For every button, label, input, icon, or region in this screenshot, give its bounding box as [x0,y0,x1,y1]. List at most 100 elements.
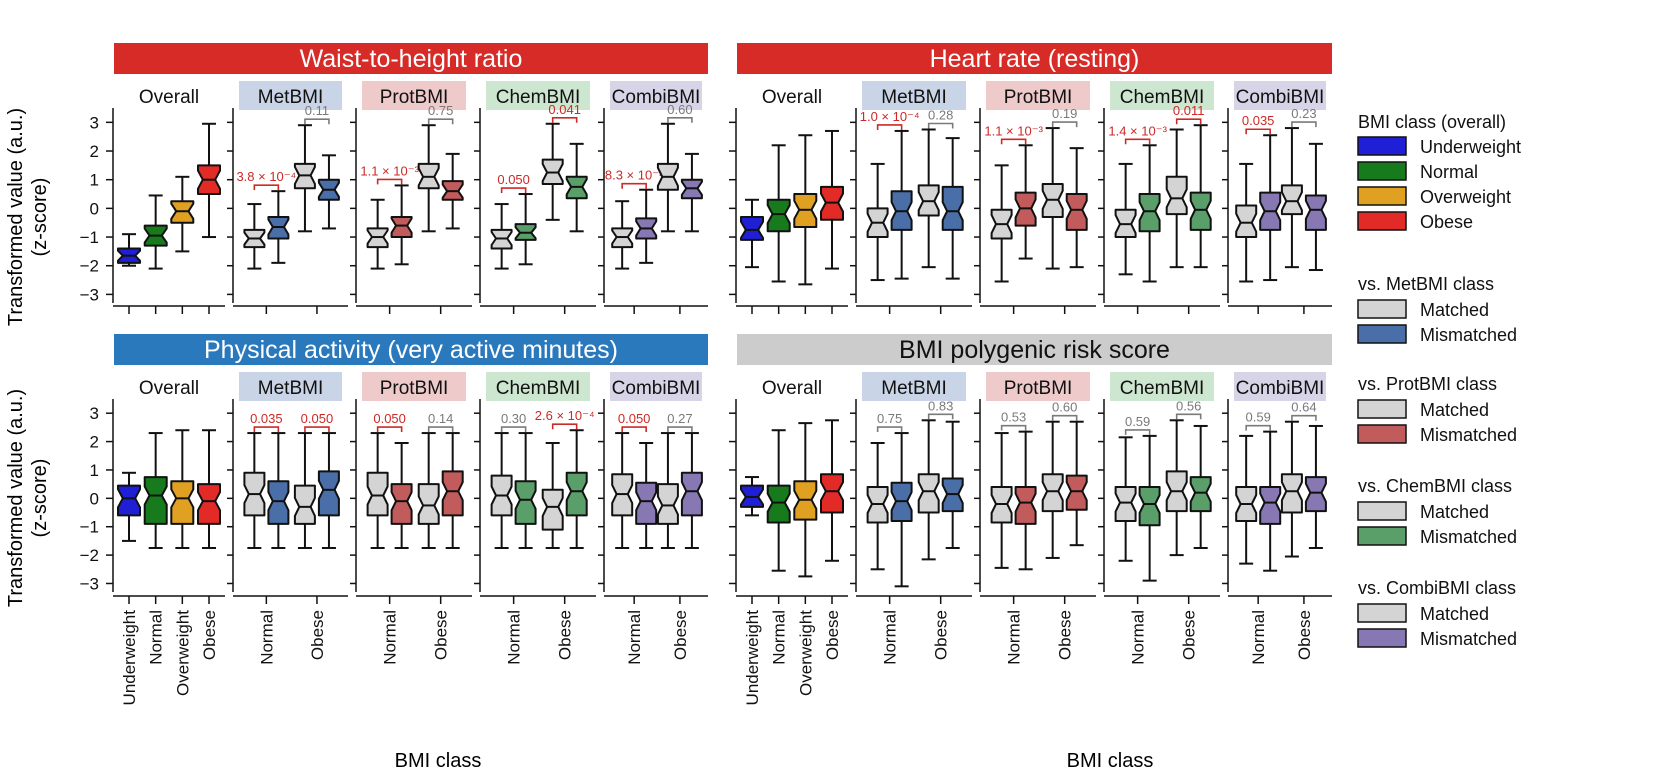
met-group1-matched-box [293,484,316,525]
panel-title-chem: ChemBMI [1120,87,1204,108]
chart-title: Physical activity (very active minutes) [204,336,618,364]
x-tick-label--2.45: Normal [1005,610,1024,665]
p-value-label: 0.75 [877,411,902,426]
p-value-bracket [927,413,954,420]
legend-swatch-matched [1357,603,1407,623]
title-banner [114,43,708,74]
p-value-label: 0.19 [1052,106,1077,121]
p-value-label: 3.8 × 10⁻⁴ [236,169,296,184]
title-banner [114,334,708,365]
chart-title: Waist-to-height ratio [300,45,523,73]
panel-title-met: MetBMI [881,378,946,399]
panel-title-bg-combi [1234,81,1326,110]
overall-box-overweight-box [170,480,195,525]
combi-group1-matched-box [1280,473,1303,514]
p-value-label: 0.041 [548,102,581,117]
x-axis-titles: BMI class BMI class [395,750,1154,772]
legend-swatch-overweight [1357,186,1407,206]
p-value-bracket [1051,121,1078,128]
p-value-label: 0.11 [305,103,329,118]
p-value-bracket [876,124,903,130]
panel-title-bg-met [862,372,966,401]
legend-item-mismatched: Mismatched [1420,325,1517,345]
overall-box-normal-box [766,198,791,233]
panel-title-bg-combi [1234,372,1326,401]
chart-0: Waist-to-height ratio Overall 3 2 1 0 −1 −2 −3 Me… [80,43,708,314]
p-value-bracket [1051,414,1078,421]
panel-title-overall: Overall [762,378,822,399]
prot-group0-mismatched-box [1014,486,1037,525]
p-value-bracket [621,182,647,189]
panel-title-bg-chem [1110,81,1214,110]
legend: BMI class (overall) Underweight Normal Over… [1357,112,1521,649]
p-value-bracket [500,426,527,433]
panel-title-combi: CombiBMI [612,378,701,399]
legend-item-matched: Matched [1420,300,1489,320]
p-value-bracket [1175,118,1202,125]
x-tick-label-underweight: Underweight [120,610,139,706]
legend-swatch-mismatched [1357,324,1407,344]
x-tick-label--2.2: Normal [1129,610,1148,665]
panel-title-bg-chem [486,372,590,401]
panel-title-combi: CombiBMI [612,87,701,108]
panel-title-met: MetBMI [258,87,323,108]
x-tick-label-obese: Obese [823,610,842,660]
p-value-label: 0.60 [1052,400,1077,415]
prot-group0-matched-box [366,471,389,517]
panel-title-combi: CombiBMI [1236,378,1325,399]
legend-swatch-obese [1357,211,1407,231]
chart-2: Physical activity (very active minutes)O… [80,334,708,705]
x-tick-label-obese: Obese [200,610,219,660]
legend-swatch-mismatched [1357,628,1407,648]
p-value-bracket [1291,414,1317,421]
y-tick-label: 0 [90,199,99,218]
p-value-label: 0.050 [497,172,530,187]
x-tick-label--2.3: Normal [1249,610,1268,665]
p-value-bracket [1175,413,1202,420]
y-tick-label: −1 [80,228,99,247]
x-tick-label--1.75: Normal [505,610,524,665]
legend-swatch-mismatched [1357,424,1407,444]
y-axis-subtitle-top-2: (z-score) [29,459,51,538]
y-axis-titles: Transformed value (a.u.) (z-score) Trans… [5,108,51,607]
panel-title-met: MetBMI [258,378,323,399]
x-tick-label-overweight: Overweight [173,610,192,696]
p-value-bracket [304,426,330,433]
legend-swatch-matched [1357,399,1407,419]
panel-title-bg-met [239,81,342,110]
legend-swatch-matched [1357,501,1407,521]
p-value-label: 0.14 [428,411,453,426]
legend-title-bmi: BMI class (overall) [1358,112,1506,132]
panel-title-overall: Overall [139,378,199,399]
panel-title-chem: ChemBMI [1120,378,1204,399]
p-value-label: 8.3 × 10⁻³ [605,168,664,183]
chem-group1-matched-box [541,488,564,531]
prot-group1-mismatched-box [1065,193,1088,231]
x-tick-label-normal: Normal [770,610,789,665]
legend-item-matched: Matched [1420,400,1489,420]
legend-item-mismatched: Mismatched [1420,425,1517,445]
x-tick-label--2: Obese [1180,610,1199,660]
p-value-bracket [551,116,578,123]
p-value-label: 0.27 [667,411,692,426]
chem-group1-mismatched-box [1189,476,1212,513]
title-banner [737,43,1332,74]
p-value-label: 0.050 [618,411,651,426]
p-value-label: 0.23 [1291,106,1316,121]
panel-title-bg-chem [1110,372,1214,401]
y-tick-label: −3 [80,574,99,593]
chem-group0-mismatched-box [1138,193,1161,233]
panel-title-bg-prot [986,372,1090,401]
legend-item-obese: Obese [1420,212,1473,232]
legend-swatch-normal [1357,161,1407,181]
combi-group0-mismatched-box [1259,486,1282,525]
panel-title-bg-prot [362,372,466,401]
p-value-bracket [253,426,280,433]
p-value-bracket [1124,138,1151,145]
prot-group1-matched-box [1041,473,1064,513]
legend-item-normal: Normal [1420,162,1478,182]
panel-title-chem: ChemBMI [496,378,580,399]
p-value-bracket [1245,424,1271,431]
panel-title-chem: ChemBMI [496,87,580,108]
